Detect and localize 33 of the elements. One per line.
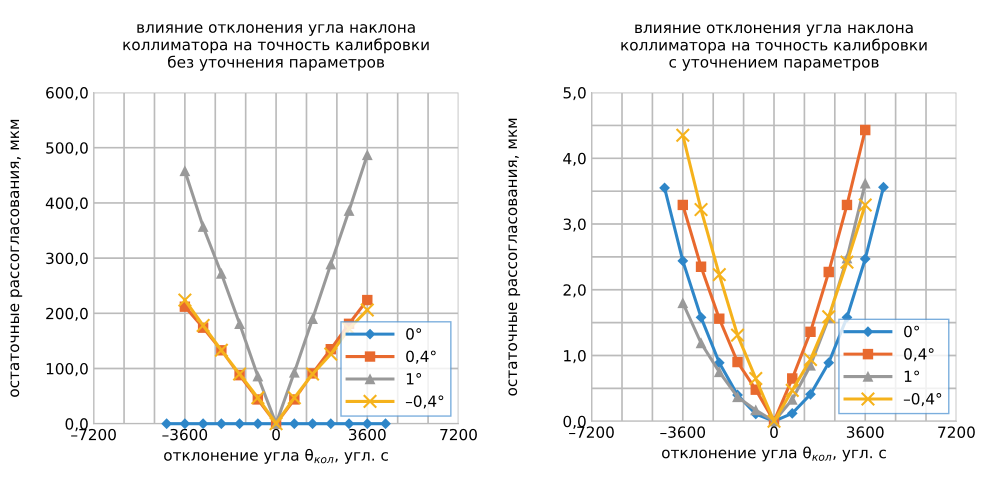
legend-label: 0,4°	[904, 348, 934, 362]
legend-label: 1°	[406, 373, 422, 384]
legend-label: 1°	[904, 370, 919, 382]
x-tick-label: 7200	[440, 428, 477, 440]
y-tick-label: 3,0	[564, 218, 586, 232]
x-tick-label: 0	[272, 428, 280, 440]
y-tick-label: 500,0	[46, 142, 88, 156]
y-tick-label: 600,0	[46, 86, 88, 100]
x-axis-title: отклонение угла θ$_{кол}$, угл. с	[662, 446, 886, 462]
x-axis-title: отклонение угла θ$_{кол}$, угл. с	[164, 448, 388, 464]
y-tick-label: 300,0	[46, 252, 88, 266]
x-tick-label: 3600	[349, 428, 386, 440]
x-tick-label: –3600	[162, 428, 208, 440]
legend-label: 0°	[904, 326, 919, 338]
legend-label: 0°	[406, 328, 422, 340]
legend-label: 0,4°	[406, 350, 436, 364]
x-tick-label: 0	[770, 426, 778, 438]
y-tick-label: 1,0	[564, 350, 586, 364]
chart-title: влияние отклонения угла наклона коллиматора на точность калибровки без уточнения параметров	[123, 24, 429, 71]
y-tick-label: 200,0	[46, 308, 88, 321]
x-tick-label: 7200	[938, 426, 975, 438]
y-tick-label: 400,0	[46, 197, 88, 210]
y-tick-label: 2,0	[564, 284, 586, 298]
y-axis-title: остаточные рассогласования, мкм	[508, 118, 520, 396]
chart-title: влияние отклонения угла наклона коллиматора на точность калибровки с уточнением параметров	[621, 24, 927, 71]
x-tick-label: –3600	[660, 426, 706, 438]
y-axis-title: остаточные рассогласования, мкм	[10, 120, 22, 397]
y-tick-label: 100,0	[46, 362, 88, 376]
legend-label: –0,4°	[904, 392, 942, 406]
y-tick-label: 5,0	[564, 86, 586, 100]
legend-label: –0,4°	[406, 395, 444, 409]
x-tick-label: 3600	[846, 426, 884, 438]
y-tick-label: 4,0	[563, 152, 586, 166]
